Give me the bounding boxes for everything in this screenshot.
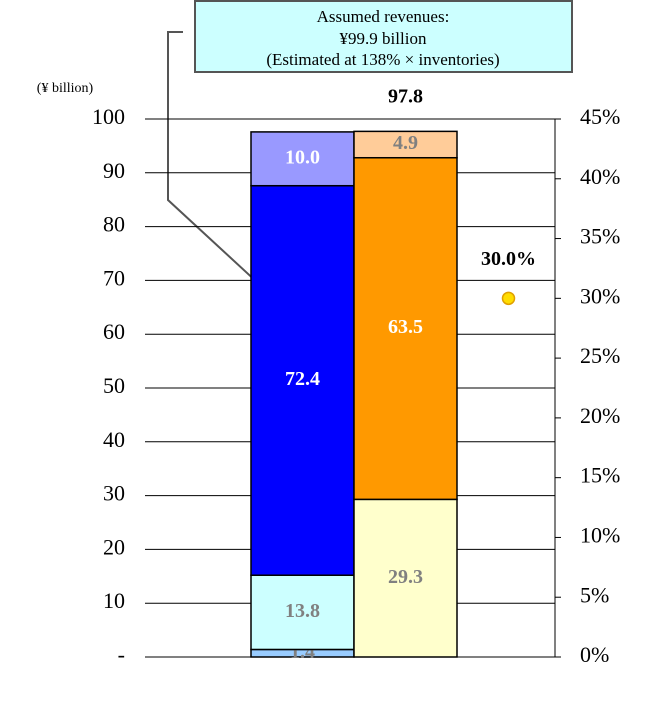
y-tick-label: 70 xyxy=(103,265,125,290)
y2-tick-label: 10% xyxy=(580,522,620,547)
y2-tick-label: 0% xyxy=(580,642,609,667)
y-tick-label: 60 xyxy=(103,319,125,344)
y-tick-label: 30 xyxy=(103,481,125,506)
y-tick-label: 20 xyxy=(103,534,125,559)
callout-box xyxy=(194,0,573,73)
y-tick-label: 100 xyxy=(92,104,125,129)
y-axis-label: (¥ billion) xyxy=(37,81,94,96)
data-label: 13.8 xyxy=(285,600,320,622)
y2-tick-label: 5% xyxy=(580,582,609,607)
bar-segment xyxy=(353,130,458,159)
y2-tick-label: 15% xyxy=(580,463,620,488)
y2-tick-label: 25% xyxy=(580,343,620,368)
point xyxy=(501,291,516,306)
y2-tick-label: 40% xyxy=(580,164,620,189)
data-label: 29.3 xyxy=(388,566,423,588)
y-tick-label: 40 xyxy=(103,427,125,452)
leader-line xyxy=(167,31,286,309)
y2-tick-label: 20% xyxy=(580,403,620,428)
y2-tick-label: 30% xyxy=(580,283,620,308)
data-label: 10.0 xyxy=(285,146,320,168)
bar-segment xyxy=(353,498,458,658)
bar-segment xyxy=(250,184,355,576)
data-label: 72.4 xyxy=(285,368,320,390)
callout-line: (Estimated at 138% × inventories) xyxy=(266,50,499,69)
callout-line: ¥99.9 billion xyxy=(340,29,427,48)
y-tick-label: - xyxy=(118,642,125,667)
y2-tick-label: 35% xyxy=(580,224,620,249)
y2-tick-label: 45% xyxy=(580,104,620,129)
y-tick-label: 80 xyxy=(103,212,125,237)
bar-segment xyxy=(250,131,355,187)
data-label: 30.0% xyxy=(481,248,536,270)
bar-segment xyxy=(353,156,458,501)
data-label: 63.5 xyxy=(388,316,423,338)
bar-segment xyxy=(250,574,355,651)
total-label: 97.8 xyxy=(388,86,423,108)
callout-line: Assumed revenues: xyxy=(317,7,450,26)
y-tick-label: 90 xyxy=(103,158,125,183)
y-tick-label: 10 xyxy=(103,588,125,613)
data-label: 4.9 xyxy=(393,132,418,154)
y-tick-label: 50 xyxy=(103,373,125,398)
